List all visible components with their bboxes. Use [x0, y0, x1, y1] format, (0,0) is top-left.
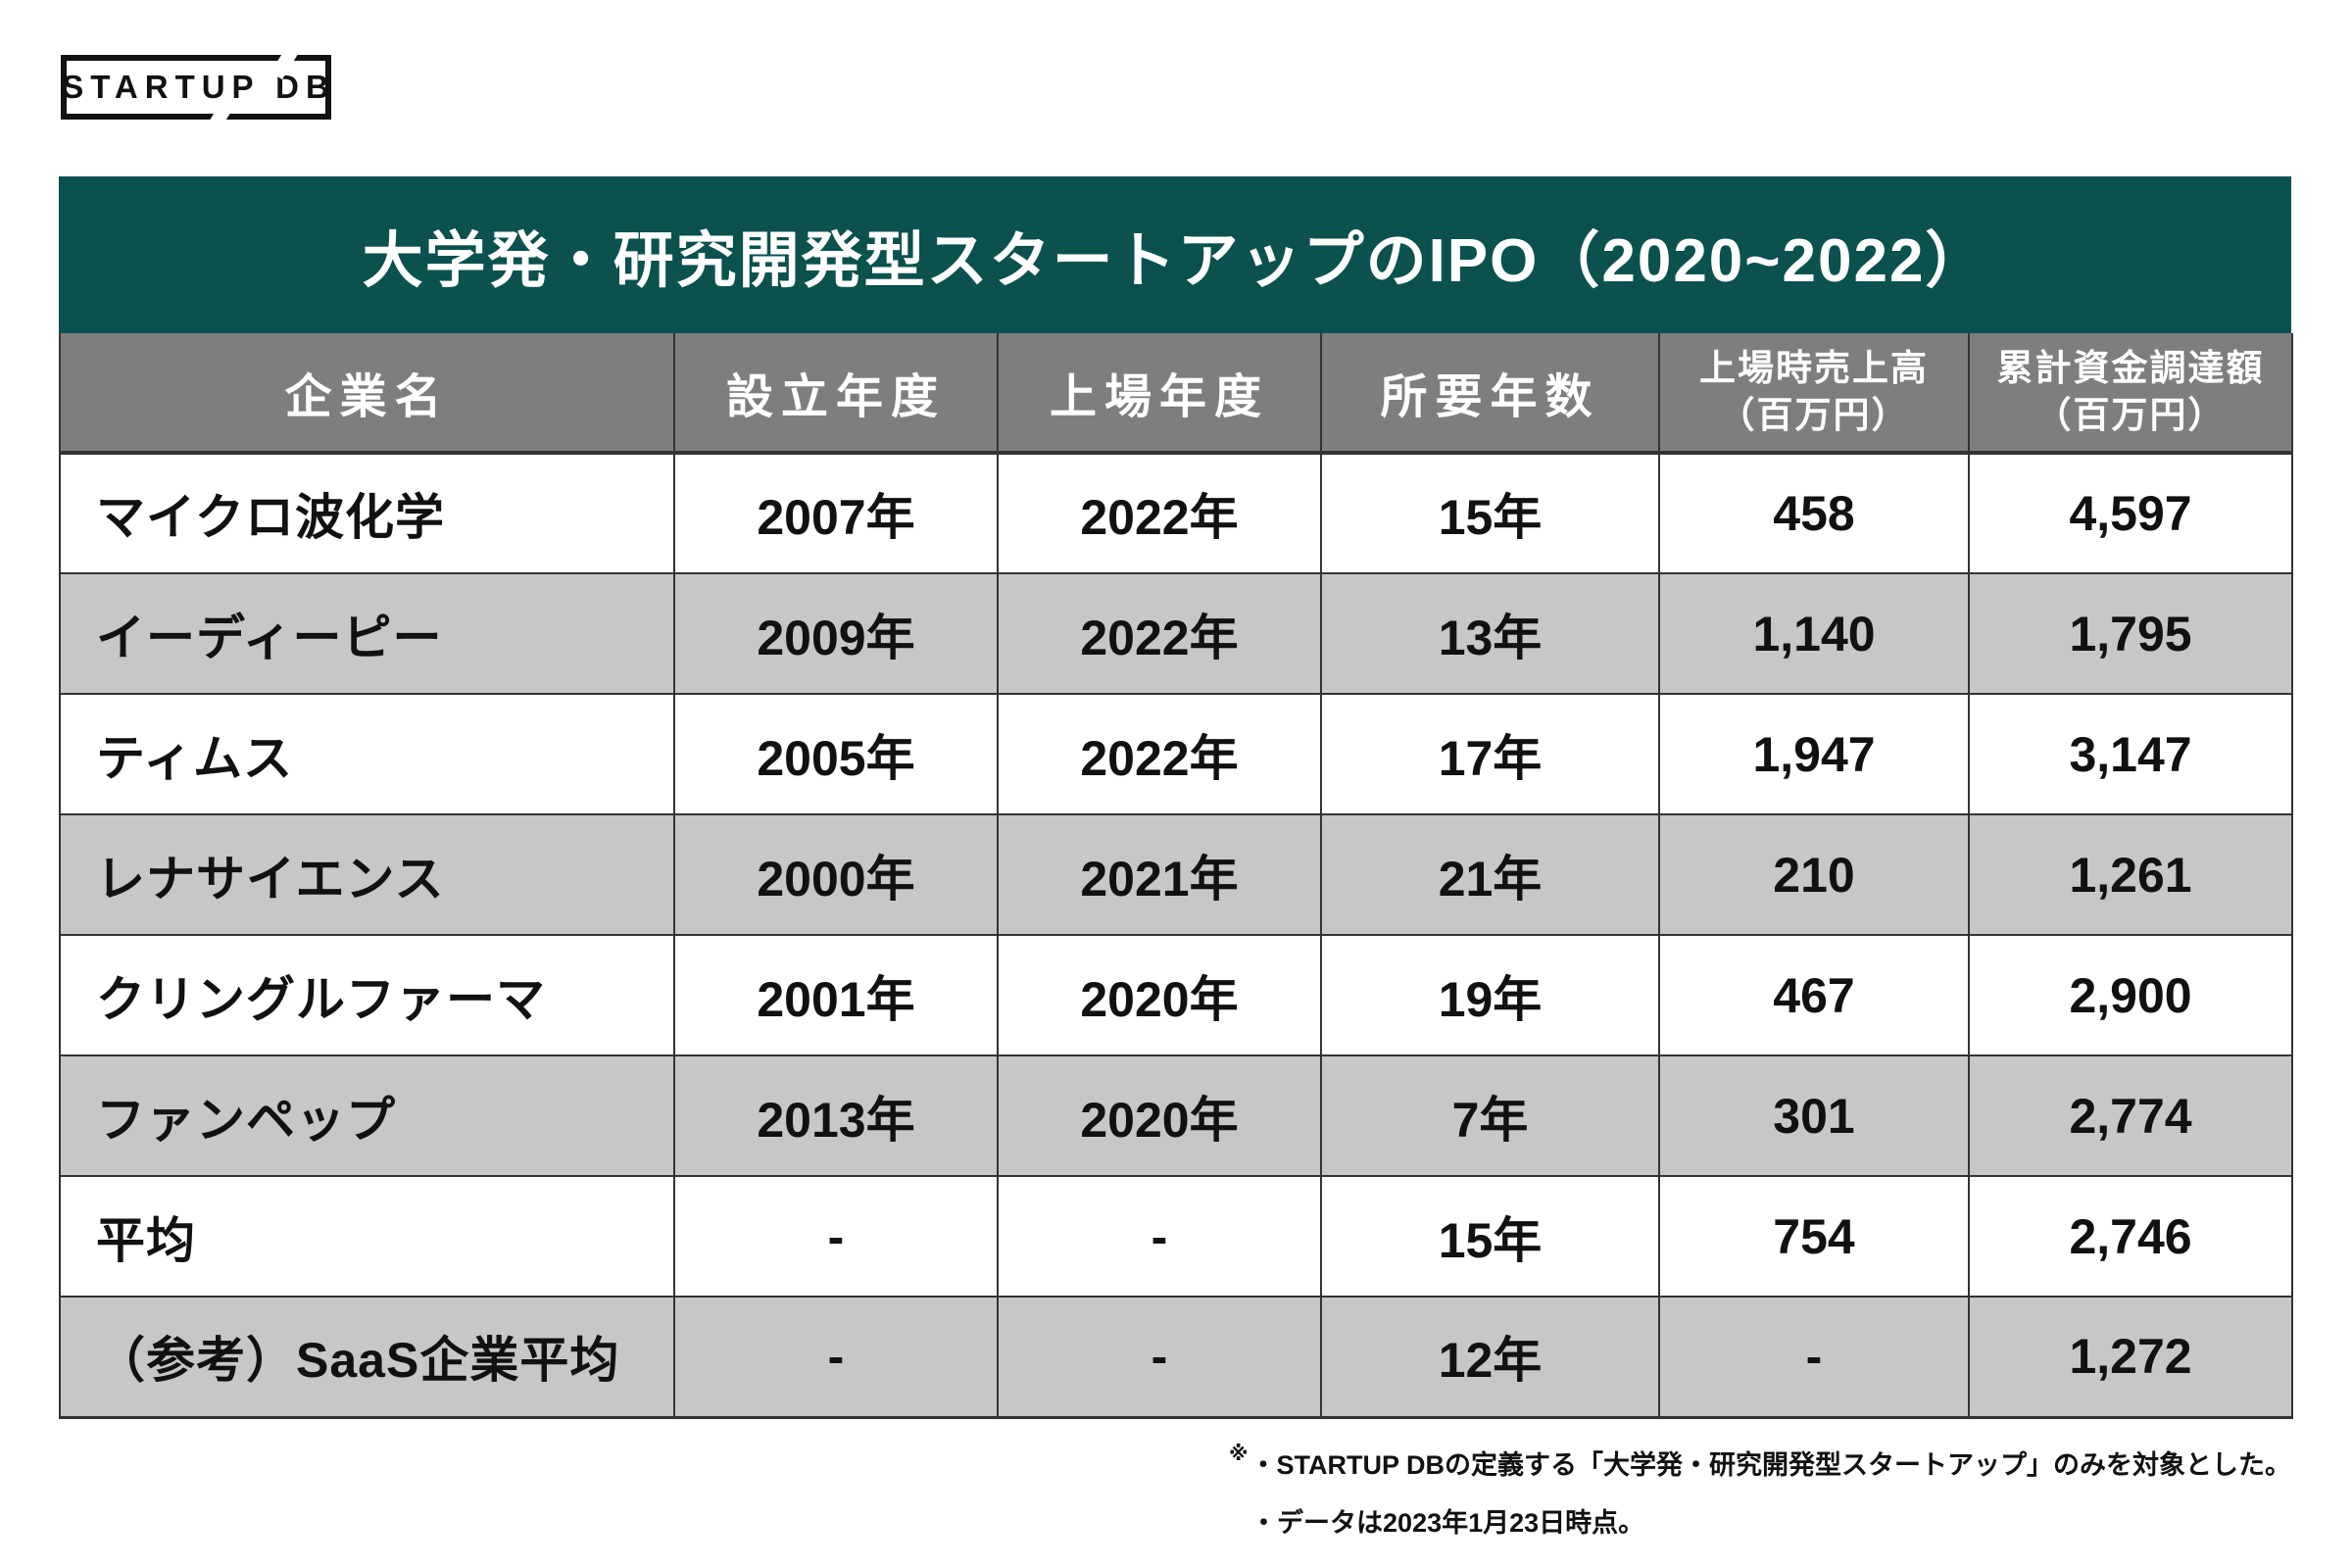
funding-cell: 2,746 [1968, 1175, 2293, 1298]
company-cell: 平均 [59, 1175, 675, 1298]
logo-text: STARTUP DB [62, 69, 336, 105]
company-cell: レナサイエンス [59, 813, 675, 936]
years-cell: 17年 [1320, 693, 1660, 815]
company-cell: ファンペップ [59, 1054, 675, 1177]
company-cell: イーディーピー [59, 572, 675, 695]
years-cell: 7年 [1320, 1054, 1660, 1177]
revenue-cell: 458 [1658, 452, 1970, 574]
funding-cell: 1,272 [1968, 1296, 2293, 1418]
revenue-cell: 754 [1658, 1175, 1970, 1298]
years-cell: 15年 [1320, 452, 1660, 574]
ipo-year-cell: 2020年 [997, 934, 1322, 1056]
founded-cell: 2009年 [673, 572, 999, 695]
revenue-cell: 210 [1658, 813, 1970, 936]
table-row: マイクロ波化学 2007年 2022年 15年 458 4,597 [59, 452, 2293, 574]
years-cell: 15年 [1320, 1175, 1660, 1298]
table-row-saas-average: （参考）SaaS企業平均 - - 12年 - 1,272 [59, 1296, 2293, 1418]
ipo-year-cell: - [997, 1296, 1322, 1418]
footnote-marker: ※ [1229, 1444, 1249, 1465]
footnote-line-1: ※・STARTUP DBの定義する「大学発・研究開発型スタートアップ」のみを対象… [1229, 1444, 2291, 1480]
founded-cell: 2007年 [673, 452, 999, 574]
header-cumulative-funding: 累計資金調達額 （百万円） [1968, 333, 2293, 455]
years-cell: 12年 [1320, 1296, 1660, 1418]
table-row-average: 平均 - - 15年 754 2,746 [59, 1175, 2293, 1298]
title-bar: 大学発・研究開発型スタートアップのIPO（2020~2022） [59, 176, 2291, 333]
revenue-cell: - [1658, 1296, 1970, 1418]
revenue-cell: 1,947 [1658, 693, 1970, 815]
header-ipo-year: 上場年度 [997, 333, 1322, 455]
years-cell: 13年 [1320, 572, 1660, 695]
company-cell: ティムス [59, 693, 675, 815]
founded-cell: 2001年 [673, 934, 999, 1056]
founded-cell: 2013年 [673, 1054, 999, 1177]
header-years-to-ipo: 所要年数 [1320, 333, 1660, 455]
years-cell: 21年 [1320, 813, 1660, 936]
header-company: 企業名 [59, 333, 675, 455]
footnote: ※・STARTUP DBの定義する「大学発・研究開発型スタートアップ」のみを対象… [1229, 1433, 2291, 1553]
funding-cell: 4,597 [1968, 452, 2293, 574]
ipo-year-cell: 2022年 [997, 572, 1322, 695]
table-row: ティムス 2005年 2022年 17年 1,947 3,147 [59, 693, 2293, 815]
years-cell: 19年 [1320, 934, 1660, 1056]
funding-cell: 1,261 [1968, 813, 2293, 936]
header-revenue-at-ipo: 上場時売上高 （百万円） [1658, 333, 1970, 455]
ipo-year-cell: 2022年 [997, 693, 1322, 815]
funding-cell: 3,147 [1968, 693, 2293, 815]
ipo-year-cell: 2021年 [997, 813, 1322, 936]
founded-cell: - [673, 1175, 999, 1298]
table-row: ファンペップ 2013年 2020年 7年 301 2,774 [59, 1054, 2293, 1177]
startup-db-logo: STARTUP DB [61, 43, 331, 131]
table-row: イーディーピー 2009年 2022年 13年 1,140 1,795 [59, 572, 2293, 695]
infographic-sheet: 大学発・研究開発型スタートアップのIPO（2020~2022） 企業名 設立年度… [59, 176, 2293, 1419]
funding-cell: 2,900 [1968, 934, 2293, 1056]
table-header-row: 企業名 設立年度 上場年度 所要年数 上場時売上高 （百万円） 累計資金調達額 … [59, 333, 2293, 455]
company-cell: マイクロ波化学 [59, 452, 675, 574]
page-title: 大学発・研究開発型スタートアップのIPO（2020~2022） [362, 227, 1988, 295]
footnote-line-2: ・データは2023年1月23日時点。 [1250, 1508, 1645, 1539]
revenue-cell: 301 [1658, 1054, 1970, 1177]
funding-cell: 2,774 [1968, 1054, 2293, 1177]
founded-cell: - [673, 1296, 999, 1418]
ipo-year-cell: 2022年 [997, 452, 1322, 574]
company-cell: （参考）SaaS企業平均 [59, 1296, 675, 1418]
funding-cell: 1,795 [1968, 572, 2293, 695]
table-row: クリングルファーマ 2001年 2020年 19年 467 2,900 [59, 934, 2293, 1056]
company-cell: クリングルファーマ [59, 934, 675, 1056]
table-row: レナサイエンス 2000年 2021年 21年 210 1,261 [59, 813, 2293, 936]
ipo-year-cell: 2020年 [997, 1054, 1322, 1177]
revenue-cell: 467 [1658, 934, 1970, 1056]
founded-cell: 2000年 [673, 813, 999, 936]
ipo-year-cell: - [997, 1175, 1322, 1298]
header-founded-year: 設立年度 [673, 333, 999, 455]
revenue-cell: 1,140 [1658, 572, 1970, 695]
founded-cell: 2005年 [673, 693, 999, 815]
ipo-table: 企業名 設立年度 上場年度 所要年数 上場時売上高 （百万円） 累計資金調達額 … [59, 333, 2293, 1419]
